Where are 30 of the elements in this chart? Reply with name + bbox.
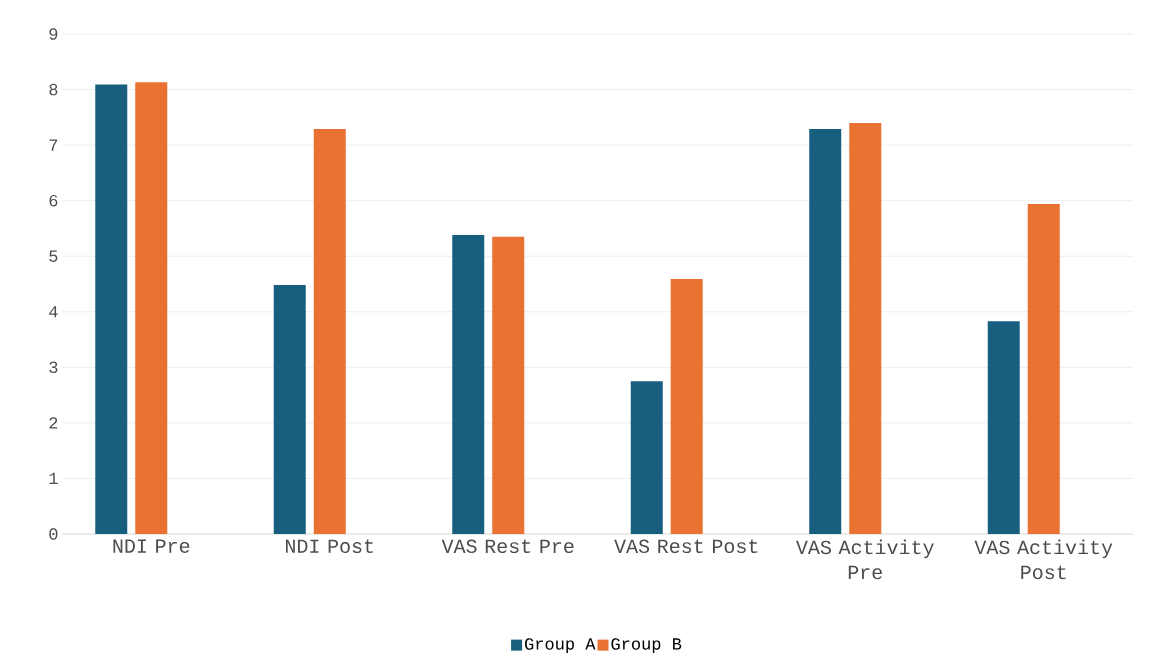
bar	[630, 381, 663, 534]
bar	[273, 285, 306, 534]
bar	[1027, 204, 1060, 534]
y-tick-label: 3	[49, 361, 58, 374]
bar	[849, 122, 882, 534]
bar	[313, 129, 346, 534]
y-tick-label: 0	[49, 528, 58, 540]
x-tick-label: NDI Post	[286, 539, 373, 554]
bar	[135, 82, 168, 534]
x-tick-label: VAS Rest Pre	[441, 539, 574, 554]
x-tick-label: NDI Pre	[113, 539, 190, 553]
bar	[809, 129, 842, 534]
y-tick-label: 9	[49, 28, 58, 40]
y-tick-label: 5	[49, 250, 58, 262]
y-tick-label: 7	[49, 139, 58, 151]
y-tick-label: 8	[49, 83, 58, 96]
bar	[670, 278, 703, 534]
bar	[95, 84, 128, 534]
x-tick-label: VAS Activity Pre	[796, 539, 934, 580]
bar	[452, 235, 485, 534]
bar	[492, 236, 525, 534]
y-tick-label: 1	[49, 472, 58, 485]
legend-label: Group A	[525, 638, 596, 654]
x-tick-label: VAS Activity Post	[974, 539, 1113, 580]
y-tick-label: 6	[49, 194, 58, 207]
y-tick-label: 2	[49, 417, 58, 429]
legend-label: Group B	[611, 638, 682, 654]
bar	[987, 321, 1020, 534]
x-tick-label: VAS Rest Post	[614, 539, 758, 554]
y-tick-label: 4	[49, 306, 58, 318]
